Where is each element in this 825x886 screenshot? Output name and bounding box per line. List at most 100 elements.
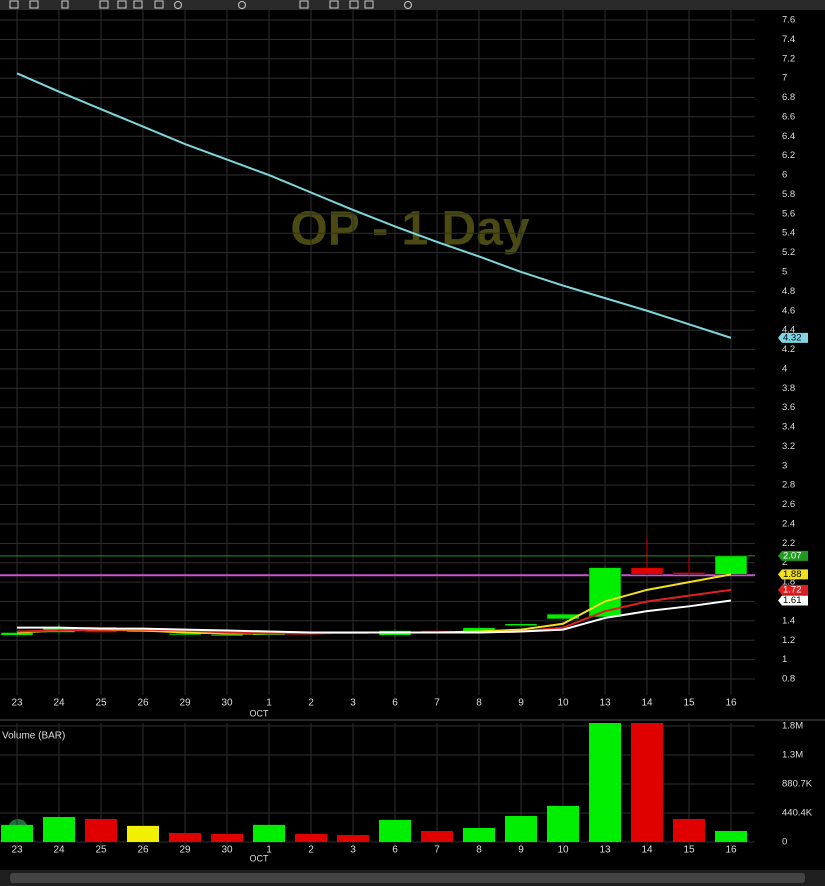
toolbar-icons [9,0,412,9]
x-tick-label: 13 [599,698,611,709]
y-tick-label: 4 [782,363,787,374]
volume-bar [253,824,285,842]
x-tick-label: 26 [137,845,149,856]
candle-body [714,555,748,575]
y-tick-label: 440.4K [782,808,813,819]
indicator-line [16,72,732,339]
volume-bar [673,818,705,842]
y-tick-label: 6.6 [782,111,795,122]
x-tick-label: 16 [725,698,737,709]
x-tick-label: 3 [350,698,356,709]
x-tick-label: 23 [11,845,23,856]
y-tick-label: 2.4 [782,518,795,529]
volume-bar [589,723,621,842]
volume-bar [295,833,327,842]
volume-bar [43,816,75,842]
month-label: OCT [250,853,270,863]
x-tick-label: 1 [266,845,272,856]
indicator-line [17,599,732,634]
y-tick-label: 1.3M [782,750,803,761]
x-tick-label: 10 [557,845,569,856]
y-tick-label: 1.4 [782,615,795,626]
y-tick-label: 6.8 [782,92,795,103]
volume-bar [127,825,159,842]
y-tick-label: 7.2 [782,53,795,64]
volume-bar [505,815,537,842]
y-tick-label: 5.8 [782,189,795,200]
x-tick-label: 2 [308,698,314,709]
volume-bar [715,831,747,842]
price-tag-label: 4.32 [783,332,802,343]
scroll-thumb[interactable] [10,873,805,883]
x-tick-label: 6 [392,845,398,856]
x-tick-label: 1 [266,698,272,709]
x-tick-label: 16 [725,845,737,856]
volume-bar [169,832,201,842]
y-tick-label: 1 [782,654,787,665]
volume-bar [421,831,453,842]
price-tag [778,595,808,606]
volume-bar [85,818,117,842]
volume-bar [211,833,243,842]
y-tick-label: 4.4 [782,325,795,336]
y-tick-label: 0.8 [782,674,795,685]
x-tick-label: 8 [476,698,482,709]
x-tick-label: 13 [599,845,611,856]
x-tick-label: 24 [53,845,65,856]
y-tick-label: 5.4 [782,228,795,239]
y-tick-label: 1.2 [782,635,795,646]
y-tick-label: 6.4 [782,131,795,142]
plot-area [0,10,755,695]
y-tick-label: 3 [782,460,787,471]
y-tick-label: 7 [782,73,787,84]
y-tick-label: 4.8 [782,286,795,297]
y-tick-label: 5.2 [782,247,795,258]
y-tick-label: 5.6 [782,208,795,219]
x-tick-label: 14 [641,698,653,709]
y-tick-label: 6.2 [782,150,795,161]
candle-body [210,634,244,637]
y-tick-label: 3.8 [782,383,795,394]
watermark: OP - 1 Day [290,203,530,256]
volume-bar [547,805,579,842]
y-tick-label: 2 [782,557,787,568]
candle-body [504,623,538,626]
price-tag-label: 1.88 [783,569,802,580]
volume-bar [631,723,663,842]
price-tag [778,569,808,580]
candle-body [672,572,706,575]
x-tick-label: 3 [350,845,356,856]
x-tick-label: 9 [518,845,524,856]
price-tag-label: 1.72 [783,584,802,595]
y-tick-label: 2.6 [782,499,795,510]
y-tick-label: 1.8 [782,577,795,588]
y-tick-label: 3.2 [782,441,795,452]
volume-bar [337,834,369,842]
x-tick-label: 26 [137,698,149,709]
y-tick-label: 2.2 [782,538,795,549]
x-tick-label: 8 [476,845,482,856]
x-tick-label: 14 [641,845,653,856]
volume-bar [463,827,495,842]
panel-title: Volume (BAR) [2,731,65,742]
x-tick-label: 25 [95,698,107,709]
x-tick-label: 24 [53,698,65,709]
y-tick-label: 7.4 [782,34,795,45]
y-tick-label: 6 [782,170,787,181]
volume-bar [379,819,411,842]
x-tick-label: 30 [221,845,233,856]
x-tick-label: 25 [95,845,107,856]
x-tick-label: 15 [683,845,695,856]
x-tick-label: 30 [221,698,233,709]
y-tick-label: 3.4 [782,422,795,433]
x-tick-label: 15 [683,698,695,709]
candle-body [546,613,580,620]
y-tick-label: 3.6 [782,402,795,413]
plot-area [0,723,755,846]
y-tick-label: 7.6 [782,15,795,26]
x-tick-label: 9 [518,698,524,709]
y-tick-label: 5 [782,266,787,277]
